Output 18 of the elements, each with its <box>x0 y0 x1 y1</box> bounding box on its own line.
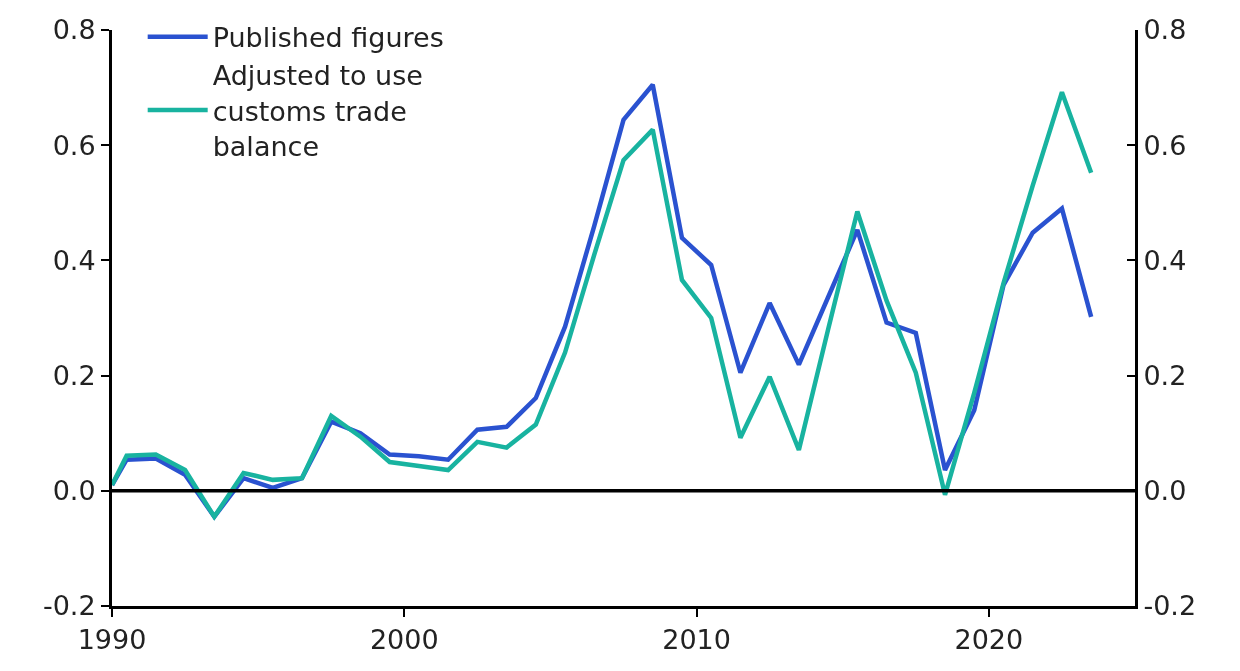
x-tick-label: 1990 <box>77 624 147 656</box>
y-tick-label: 0.6 <box>1143 129 1187 161</box>
y-tick-label: -0.2 <box>1143 590 1197 622</box>
legend-label: Adjusted to use customs trade balance <box>212 60 423 162</box>
x-tick-label: 2020 <box>954 624 1024 656</box>
y-tick-label: 0.0 <box>1143 475 1187 507</box>
y2-tick-label: 0.8 <box>52 14 96 46</box>
y-tick-label: 0.8 <box>1143 14 1187 46</box>
y-tick-label: 0.4 <box>1143 244 1187 276</box>
y2-tick-label: -0.2 <box>42 590 96 622</box>
y-tick-label: 0.2 <box>1143 360 1187 392</box>
y2-tick-label: 0.6 <box>52 129 96 161</box>
x-tick-label: 2000 <box>369 624 439 656</box>
x-tick-label: 2010 <box>662 624 731 656</box>
y2-tick-label: 0.4 <box>52 244 96 276</box>
y2-tick-label: 0.0 <box>52 475 96 507</box>
legend-label: Published figures <box>212 22 444 54</box>
y2-tick-label: 0.2 <box>52 360 96 392</box>
